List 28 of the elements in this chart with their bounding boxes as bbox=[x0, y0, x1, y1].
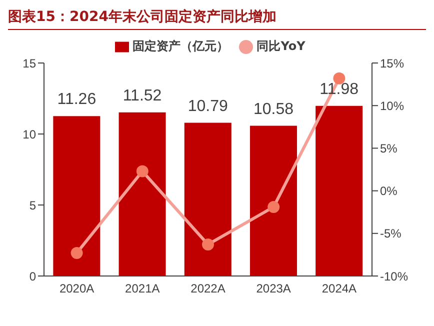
bar bbox=[250, 126, 297, 276]
chart-title: 图表15：2024年末公司固定资产同比增加 bbox=[8, 8, 426, 30]
x-tick-label: 2021A bbox=[125, 282, 160, 296]
y-tick-label: 0 bbox=[29, 269, 36, 284]
data-label: 11.26 bbox=[57, 91, 96, 108]
bar bbox=[184, 122, 232, 276]
y2-tick-label: 15% bbox=[380, 56, 404, 70]
x-tick-label: 2024A bbox=[322, 282, 357, 296]
data-label: 11.52 bbox=[122, 87, 162, 104]
data-label: 11.98 bbox=[320, 80, 359, 98]
y2-tick-label: 10% bbox=[380, 98, 404, 113]
y-tick-label: 10 bbox=[22, 127, 36, 142]
x-tick-label: 2023A bbox=[256, 282, 291, 296]
y2-tick-label: 5% bbox=[380, 141, 398, 156]
legend-label: 同比YoY bbox=[256, 39, 306, 53]
y-tick-label: 5 bbox=[29, 198, 36, 212]
y2-tick-label: -10% bbox=[380, 269, 408, 284]
bar bbox=[118, 112, 166, 276]
y2-tick-label: -5% bbox=[380, 226, 402, 241]
bar bbox=[53, 116, 100, 276]
x-tick-label: 2020A bbox=[59, 282, 94, 296]
data-label: 10.79 bbox=[188, 98, 228, 115]
x-tick-label: 2022A bbox=[190, 282, 226, 296]
y2-tick-label: 0% bbox=[380, 184, 398, 198]
bar bbox=[316, 106, 363, 276]
legend-label: 固定资产（亿元） bbox=[132, 39, 229, 53]
y-tick-label: 15 bbox=[22, 56, 36, 70]
data-label: 10.58 bbox=[253, 100, 294, 118]
